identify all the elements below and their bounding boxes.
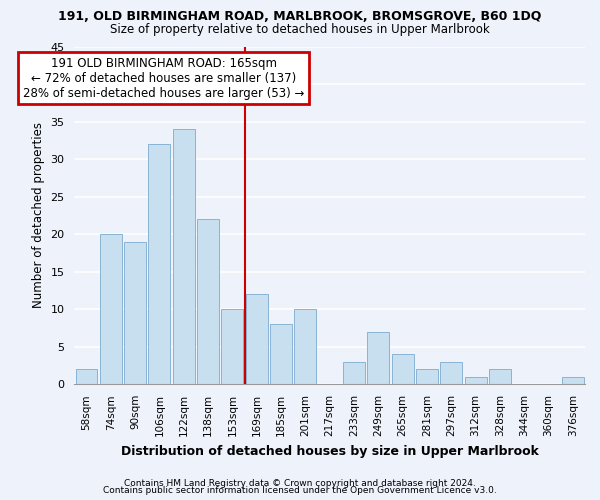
X-axis label: Distribution of detached houses by size in Upper Marlbrook: Distribution of detached houses by size …	[121, 444, 539, 458]
Bar	[221, 309, 244, 384]
Bar	[440, 362, 462, 384]
Text: 191, OLD BIRMINGHAM ROAD, MARLBROOK, BROMSGROVE, B60 1DQ: 191, OLD BIRMINGHAM ROAD, MARLBROOK, BRO…	[58, 10, 542, 23]
Bar	[246, 294, 268, 384]
Text: Size of property relative to detached houses in Upper Marlbrook: Size of property relative to detached ho…	[110, 22, 490, 36]
Bar	[489, 370, 511, 384]
Bar	[100, 234, 122, 384]
Bar	[416, 370, 438, 384]
Bar	[197, 219, 219, 384]
Bar	[343, 362, 365, 384]
Bar	[464, 377, 487, 384]
Bar	[367, 332, 389, 384]
Bar	[562, 377, 584, 384]
Text: Contains public sector information licensed under the Open Government Licence v3: Contains public sector information licen…	[103, 486, 497, 495]
Bar	[173, 129, 194, 384]
Bar	[76, 370, 97, 384]
Bar	[270, 324, 292, 384]
Bar	[148, 144, 170, 384]
Bar	[392, 354, 413, 384]
Text: Contains HM Land Registry data © Crown copyright and database right 2024.: Contains HM Land Registry data © Crown c…	[124, 478, 476, 488]
Bar	[295, 309, 316, 384]
Text: 191 OLD BIRMINGHAM ROAD: 165sqm
← 72% of detached houses are smaller (137)
28% o: 191 OLD BIRMINGHAM ROAD: 165sqm ← 72% of…	[23, 56, 304, 100]
Bar	[124, 242, 146, 384]
Y-axis label: Number of detached properties: Number of detached properties	[32, 122, 45, 308]
